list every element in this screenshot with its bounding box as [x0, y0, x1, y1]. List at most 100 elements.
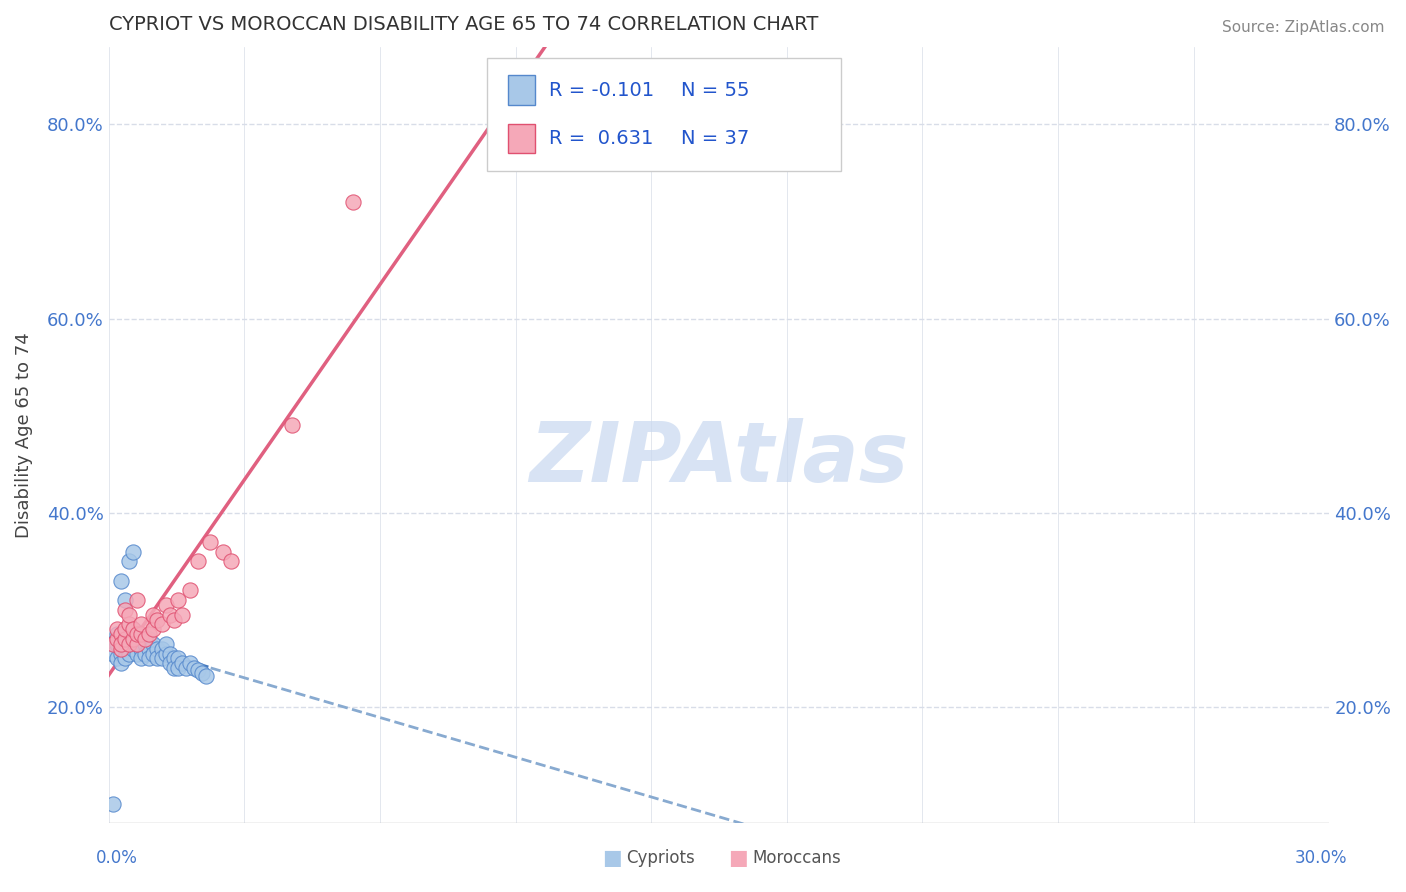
Point: [179, 583, 201, 598]
Text: N = 55: N = 55: [681, 80, 749, 100]
Y-axis label: Disability Age 65 to 74: Disability Age 65 to 74: [15, 332, 32, 538]
Point: [122, 632, 145, 646]
Point: [138, 627, 160, 641]
Point: [191, 665, 214, 680]
Point: [114, 622, 136, 636]
Point: [179, 657, 201, 671]
Point: [114, 651, 136, 665]
Point: [118, 617, 141, 632]
Text: 30.0%: 30.0%: [1295, 849, 1347, 867]
Point: [122, 544, 145, 558]
Text: N = 37: N = 37: [681, 128, 749, 148]
Point: [150, 617, 173, 632]
Point: [122, 622, 145, 636]
Text: Source: ZipAtlas.com: Source: ZipAtlas.com: [1222, 20, 1385, 35]
Point: [211, 544, 233, 558]
Point: [110, 637, 132, 651]
Text: Cypriots: Cypriots: [626, 849, 695, 867]
Point: [129, 617, 152, 632]
Point: [155, 637, 177, 651]
Text: ■: ■: [602, 848, 621, 868]
Point: [110, 641, 132, 656]
Point: [127, 627, 149, 641]
Point: [110, 647, 132, 661]
Point: [134, 637, 156, 651]
Point: [118, 647, 141, 661]
Text: 0.0%: 0.0%: [96, 849, 138, 867]
Point: [127, 593, 149, 607]
Point: [174, 661, 197, 675]
Point: [110, 641, 132, 656]
Text: ZIPAtlas: ZIPAtlas: [529, 417, 908, 499]
Point: [118, 637, 141, 651]
Point: [114, 641, 136, 656]
Point: [163, 651, 186, 665]
Point: [166, 593, 188, 607]
Point: [163, 661, 186, 675]
Point: [150, 651, 173, 665]
Point: [138, 651, 160, 665]
Point: [122, 641, 145, 656]
Point: [150, 641, 173, 656]
Point: [134, 632, 156, 646]
Point: [105, 632, 128, 646]
Text: CYPRIOT VS MOROCCAN DISABILITY AGE 65 TO 74 CORRELATION CHART: CYPRIOT VS MOROCCAN DISABILITY AGE 65 TO…: [108, 15, 818, 34]
Point: [127, 627, 149, 641]
Point: [129, 651, 152, 665]
Point: [155, 647, 177, 661]
Point: [166, 651, 188, 665]
Point: [342, 194, 364, 209]
Point: [134, 647, 156, 661]
Point: [200, 534, 222, 549]
Point: [127, 637, 149, 651]
Point: [155, 598, 177, 612]
Point: [146, 641, 169, 656]
FancyBboxPatch shape: [486, 58, 841, 171]
Point: [170, 657, 193, 671]
Point: [195, 669, 218, 683]
Point: [142, 637, 165, 651]
Point: [105, 622, 128, 636]
Point: [129, 641, 152, 656]
Text: ■: ■: [728, 848, 748, 868]
Point: [110, 574, 132, 588]
Point: [163, 613, 186, 627]
Point: [142, 607, 165, 622]
Point: [166, 661, 188, 675]
Point: [101, 637, 124, 651]
Point: [187, 554, 209, 568]
Point: [101, 637, 124, 651]
Point: [114, 632, 136, 646]
Point: [114, 603, 136, 617]
Point: [159, 657, 181, 671]
Point: [122, 632, 145, 646]
Point: [183, 661, 205, 675]
Point: [118, 554, 141, 568]
Point: [101, 647, 124, 661]
Point: [110, 627, 132, 641]
Point: [159, 647, 181, 661]
Point: [138, 641, 160, 656]
Point: [118, 637, 141, 651]
FancyBboxPatch shape: [508, 124, 534, 153]
Point: [114, 593, 136, 607]
Point: [105, 637, 128, 651]
Point: [101, 797, 124, 811]
Point: [138, 632, 160, 646]
Point: [280, 418, 302, 433]
Point: [118, 607, 141, 622]
Point: [110, 657, 132, 671]
Point: [110, 632, 132, 646]
Point: [105, 627, 128, 641]
Point: [129, 632, 152, 646]
FancyBboxPatch shape: [508, 76, 534, 105]
Point: [114, 632, 136, 646]
Point: [146, 651, 169, 665]
Point: [170, 607, 193, 622]
Point: [105, 651, 128, 665]
Point: [129, 627, 152, 641]
Point: [142, 622, 165, 636]
Point: [142, 647, 165, 661]
Text: R =  0.631: R = 0.631: [550, 128, 654, 148]
Point: [219, 554, 242, 568]
